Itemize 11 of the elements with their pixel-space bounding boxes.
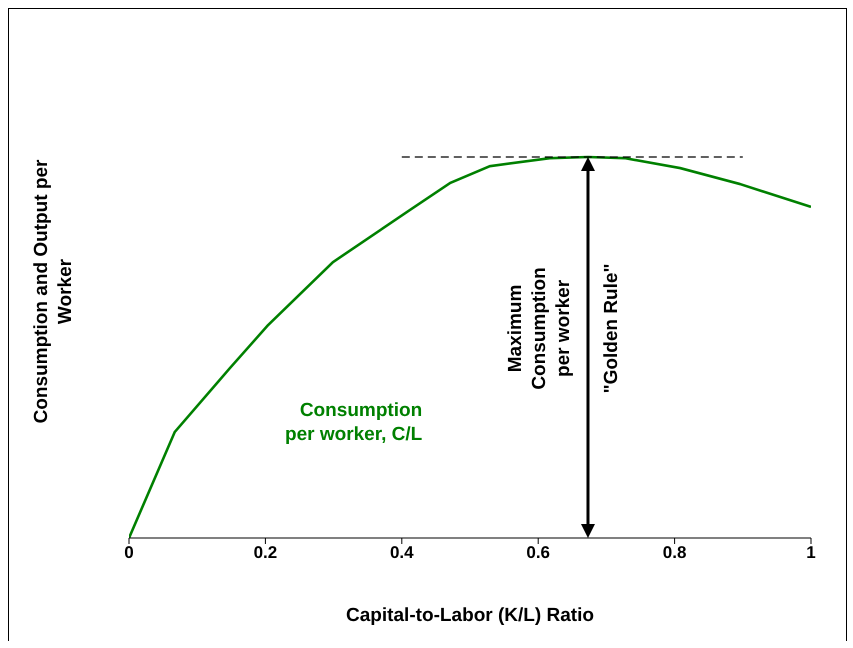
- x-tick-label: 0: [124, 543, 134, 562]
- x-tick-label: 0.8: [662, 543, 686, 562]
- x-tick-label: 1: [806, 543, 816, 562]
- annotation: "Golden Rule": [600, 263, 622, 394]
- x-axis-title: Capital-to-Labor (K/L) Ratio: [346, 605, 594, 626]
- annotation: Maximum Consumption per worker: [504, 267, 574, 390]
- y-axis-title: Consumption and Output per Worker: [31, 158, 76, 424]
- x-tick-label: 0.6: [526, 543, 550, 562]
- x-tick-label: 0.2: [254, 543, 278, 562]
- text: Consumption per worker, C/L: [284, 400, 423, 446]
- x-tick-label: 0.4: [390, 543, 414, 562]
